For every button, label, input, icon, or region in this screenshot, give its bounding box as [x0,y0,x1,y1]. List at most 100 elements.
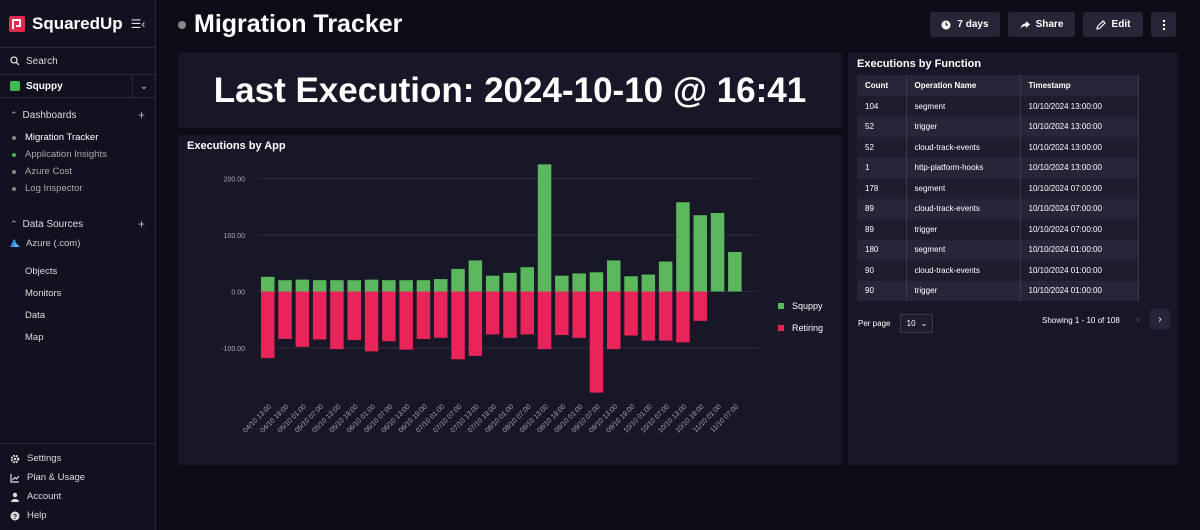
executions-by-app-tile[interactable]: Executions by App 200.00 100.00 0.00 -100.0… [178,135,842,465]
per-page-select[interactable]: 10 ⌄ [900,314,934,333]
bar-retiring[interactable] [503,291,517,338]
bar-squppy[interactable] [468,260,483,292]
sidebar-search[interactable]: Search [0,49,155,73]
bar-retiring[interactable] [434,291,448,338]
table-row[interactable]: 52 trigger 10/10/2024 13:00:00 [857,116,1139,137]
bar-retiring[interactable] [364,291,379,352]
share-button[interactable]: Share [1008,12,1075,37]
sidebar-item-settings[interactable]: Settings [0,449,156,468]
executions-by-function-tile[interactable]: Executions by Function Count Operation N… [848,53,1178,465]
bar-retiring[interactable] [312,291,327,340]
bar-retiring[interactable] [261,291,275,359]
bar-squppy[interactable] [676,202,690,292]
add-datasource-icon[interactable]: + [137,217,145,231]
bar-retiring[interactable] [468,291,483,356]
timeframe-button[interactable]: 7 days [930,12,1000,37]
sidebar-item-data[interactable]: Data [25,309,46,321]
more-options-button[interactable] [1151,12,1176,37]
data-sources-section-header[interactable]: ⌃ Data Sources + [0,214,155,234]
bar-squppy[interactable] [624,276,638,292]
sidebar-item-application-insights[interactable]: Application Insights [0,146,155,163]
legend-item-squppy[interactable]: Squppy [778,295,823,317]
bar-retiring[interactable] [295,291,310,347]
bar-squppy[interactable] [416,280,431,292]
bar-squppy[interactable] [572,273,586,292]
prev-page-button[interactable]: ‹ [1128,309,1148,329]
bar-retiring[interactable] [555,291,569,336]
table-row[interactable]: 89 cloud-track-events 10/10/2024 07:00:00 [857,198,1139,219]
bar-retiring[interactable] [607,291,621,350]
bar-squppy[interactable] [330,280,344,292]
column-header-timestamp[interactable]: Timestamp [1020,75,1139,96]
bar-retiring[interactable] [520,291,535,335]
bar-retiring[interactable] [658,291,673,341]
collapse-sidebar-icon[interactable]: ☰‹ [130,16,146,31]
bar-retiring[interactable] [451,291,465,360]
sidebar-item-plan-usage[interactable]: Plan & Usage [0,468,156,487]
sidebar-item-help[interactable]: ? Help [0,506,156,525]
bar-retiring[interactable] [572,291,586,338]
table-row[interactable]: 180 segment 10/10/2024 01:00:00 [857,239,1139,260]
bar-squppy[interactable] [295,279,310,292]
last-execution-tile[interactable]: Last Execution: 2024-10-10 @ 16:41 [178,53,842,128]
bar-squppy[interactable] [485,275,500,292]
bar-squppy[interactable] [503,272,517,292]
dashboards-section-header[interactable]: ⌃ Dashboards + [0,105,155,125]
bar-squppy[interactable] [710,212,725,292]
bar-retiring[interactable] [416,291,431,339]
bar-retiring[interactable] [537,291,552,350]
bar-squppy[interactable] [641,274,656,292]
sidebar-item-azure-cost[interactable]: Azure Cost [0,163,155,180]
sidebar-item-map[interactable]: Map [25,331,44,343]
add-dashboard-icon[interactable]: + [137,108,145,122]
sidebar-item-account[interactable]: Account [0,487,156,506]
table-row[interactable]: 1 http-platform-hooks 10/10/2024 13:00:00 [857,157,1139,178]
bar-squppy[interactable] [693,215,708,292]
edit-button[interactable]: Edit [1083,12,1143,37]
bar-squppy[interactable] [382,280,396,292]
bar-retiring[interactable] [347,291,362,341]
column-header-count[interactable]: Count [857,75,907,96]
bar-squppy[interactable] [278,280,292,292]
bar-retiring[interactable] [676,291,690,343]
bar-squppy[interactable] [589,272,604,292]
table-row[interactable]: 52 cloud-track-events 10/10/2024 13:00:00 [857,137,1139,158]
bar-squppy[interactable] [399,280,413,292]
bar-squppy[interactable] [607,260,621,292]
bar-retiring[interactable] [589,291,604,393]
legend-item-retiring[interactable]: Retiring [778,317,823,339]
bar-retiring[interactable] [330,291,344,350]
table-row[interactable]: 104 segment 10/10/2024 13:00:00 [857,96,1139,117]
bar-squppy[interactable] [520,267,535,292]
bar-squppy[interactable] [451,268,465,292]
bar-squppy[interactable] [312,280,327,292]
bar-retiring[interactable] [399,291,413,350]
bar-squppy[interactable] [537,164,552,292]
sidebar-item-objects[interactable]: Objects [25,265,58,277]
bar-squppy[interactable] [434,279,448,292]
sidebar-item-log-inspector[interactable]: Log Inspector [0,180,155,197]
bar-squppy[interactable] [728,251,742,292]
bar-retiring[interactable] [693,291,708,321]
sidebar-item-monitors[interactable]: Monitors [25,287,62,299]
bar-retiring[interactable] [278,291,292,339]
table-row[interactable]: 90 cloud-track-events 10/10/2024 01:00:00 [857,260,1139,281]
bar-retiring[interactable] [624,291,638,336]
sidebar-item-migration-tracker[interactable]: Migration Tracker [0,129,155,146]
bar-squppy[interactable] [261,276,275,292]
table-row[interactable]: 90 trigger 10/10/2024 01:00:00 [857,280,1139,301]
column-header-operation[interactable]: Operation Name [906,75,1021,96]
table-row[interactable]: 89 trigger 10/10/2024 07:00:00 [857,219,1139,240]
bar-retiring[interactable] [485,291,500,335]
bar-squppy[interactable] [364,279,379,292]
chevron-down-icon[interactable]: ⌄ [139,80,149,92]
table-row[interactable]: 178 segment 10/10/2024 07:00:00 [857,178,1139,199]
bar-retiring[interactable] [641,291,656,341]
next-page-button[interactable]: › [1150,309,1170,329]
workspace-selector[interactable]: Squppy ⌄ [0,74,155,98]
bar-squppy[interactable] [347,280,362,292]
bar-squppy[interactable] [658,261,673,292]
bar-squppy[interactable] [555,275,569,292]
bar-retiring[interactable] [382,291,396,342]
sidebar-item-azure[interactable]: Azure (.com) [0,234,155,252]
